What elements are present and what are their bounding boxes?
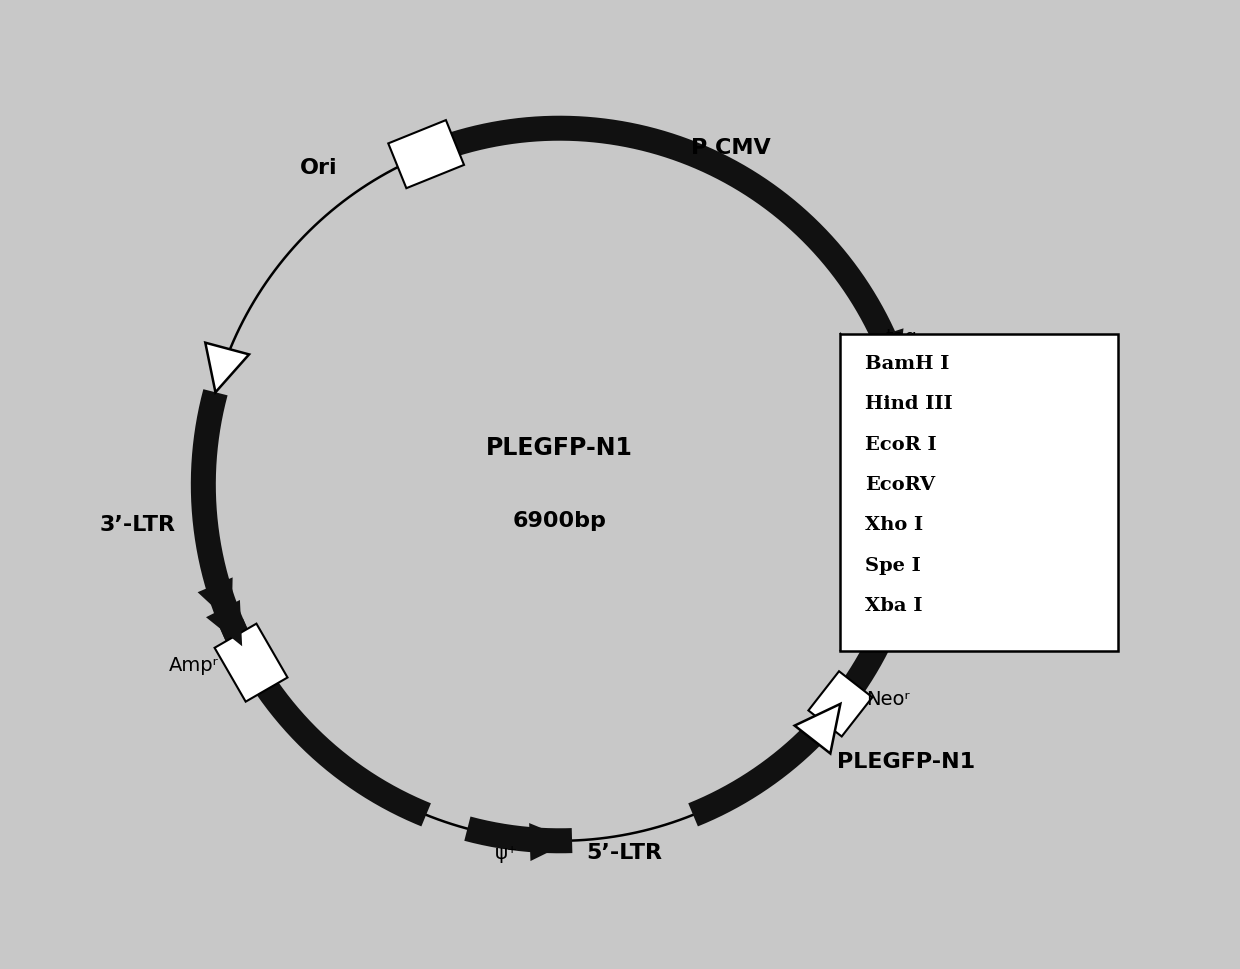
Polygon shape xyxy=(206,343,249,392)
Polygon shape xyxy=(206,600,242,646)
Text: Ori: Ori xyxy=(300,158,339,178)
Text: EcoRV: EcoRV xyxy=(864,476,935,494)
Text: tag: tag xyxy=(885,328,918,347)
Bar xyxy=(895,485,936,509)
Bar xyxy=(215,624,288,702)
Bar xyxy=(885,388,929,421)
Polygon shape xyxy=(197,578,233,624)
Polygon shape xyxy=(867,328,904,374)
Text: BamH I: BamH I xyxy=(864,355,949,373)
Polygon shape xyxy=(529,823,572,861)
Text: 3’-LTR: 3’-LTR xyxy=(99,515,175,535)
Text: Spe I: Spe I xyxy=(864,557,920,575)
Text: Neoʳ: Neoʳ xyxy=(867,690,910,708)
Text: PLEGFP-N1: PLEGFP-N1 xyxy=(837,752,976,772)
Text: ψ⁺: ψ⁺ xyxy=(495,844,518,862)
Text: 6900bp: 6900bp xyxy=(512,511,606,531)
Bar xyxy=(841,333,1118,650)
Bar xyxy=(388,120,464,188)
Text: Hind III: Hind III xyxy=(864,395,952,413)
Text: EcoR I: EcoR I xyxy=(864,435,936,453)
Text: Xho I: Xho I xyxy=(864,516,923,534)
Text: Xba I: Xba I xyxy=(864,597,923,615)
Text: PLEGFP-N1: PLEGFP-N1 xyxy=(486,436,634,460)
Text: Ampʳ: Ampʳ xyxy=(169,656,218,675)
Text: MCS: MCS xyxy=(870,513,926,533)
Polygon shape xyxy=(894,548,930,595)
Text: 5’-LTR: 5’-LTR xyxy=(587,843,662,863)
Text: P CMV: P CMV xyxy=(691,139,771,158)
Bar xyxy=(808,672,873,736)
Polygon shape xyxy=(795,703,841,754)
